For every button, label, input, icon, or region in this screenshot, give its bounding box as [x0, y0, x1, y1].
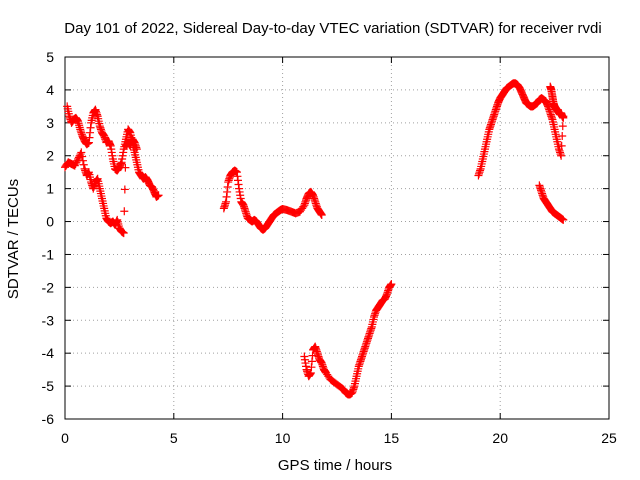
series-track-5	[474, 79, 568, 180]
data-point	[154, 191, 163, 200]
data-point-interp	[72, 158, 81, 167]
data-point-interp	[120, 185, 129, 194]
x-tick-label-5: 25	[601, 430, 617, 446]
data-point-interp	[558, 122, 567, 131]
data-point	[132, 145, 141, 154]
series-track-4	[300, 280, 396, 399]
data-point-interp	[78, 152, 87, 161]
grid-lines	[65, 57, 609, 419]
data-point-interp	[299, 202, 308, 211]
data-point	[77, 148, 86, 157]
data-point	[74, 155, 83, 164]
data-point-interp	[78, 156, 87, 165]
data-point	[317, 210, 326, 219]
data-point-interp	[71, 159, 80, 168]
y-tick-label-4: -2	[42, 279, 55, 295]
y-tick-label-6: 0	[46, 214, 54, 230]
y-tick-label-9: 3	[46, 115, 54, 131]
y-tick-label-3: -3	[42, 312, 55, 328]
x-tick-label-0: 0	[61, 430, 69, 446]
y-tick-label-8: 2	[46, 148, 54, 164]
data-points	[61, 79, 568, 399]
series-track-6	[546, 82, 568, 122]
chart-title: Day 101 of 2022, Sidereal Day-to-day VTE…	[64, 20, 601, 37]
data-point	[119, 229, 128, 238]
data-point	[559, 215, 568, 224]
data-point-interp	[557, 141, 566, 150]
series-track-7	[535, 181, 568, 224]
y-tick-label-5: -1	[42, 246, 55, 262]
data-point-interp	[79, 160, 88, 169]
plot-frame	[64, 56, 610, 420]
tick-labels: 0 5 10 15 20 25 -6 -5 -4 -3 -2 -1 0 1 2 3 4 5	[42, 49, 617, 446]
data-point	[387, 280, 396, 289]
data-point-interp	[121, 163, 130, 172]
x-tick-label-2: 10	[275, 430, 291, 446]
y-tick-label-2: -4	[42, 345, 55, 361]
x-tick-label-1: 5	[170, 430, 178, 446]
series-track-2	[61, 135, 141, 238]
y-tick-label-0: -6	[42, 411, 55, 427]
data-point	[559, 113, 568, 122]
y-axis-label: SDTVAR / TECUs	[5, 179, 22, 299]
data-point-interp	[120, 207, 129, 216]
y-tick-label-1: -5	[42, 378, 55, 394]
data-point	[557, 151, 566, 160]
x-tick-label-4: 20	[492, 430, 508, 446]
series-track-1	[63, 102, 163, 201]
data-point-interp	[558, 131, 567, 140]
y-tick-label-10: 4	[46, 82, 54, 98]
x-axis-label: GPS time / hours	[278, 457, 392, 474]
y-tick-label-7: 1	[46, 181, 54, 197]
x-tick-label-3: 15	[384, 430, 400, 446]
series-track-3	[219, 166, 326, 234]
y-tick-label-11: 5	[46, 49, 54, 65]
data-point	[70, 161, 79, 170]
